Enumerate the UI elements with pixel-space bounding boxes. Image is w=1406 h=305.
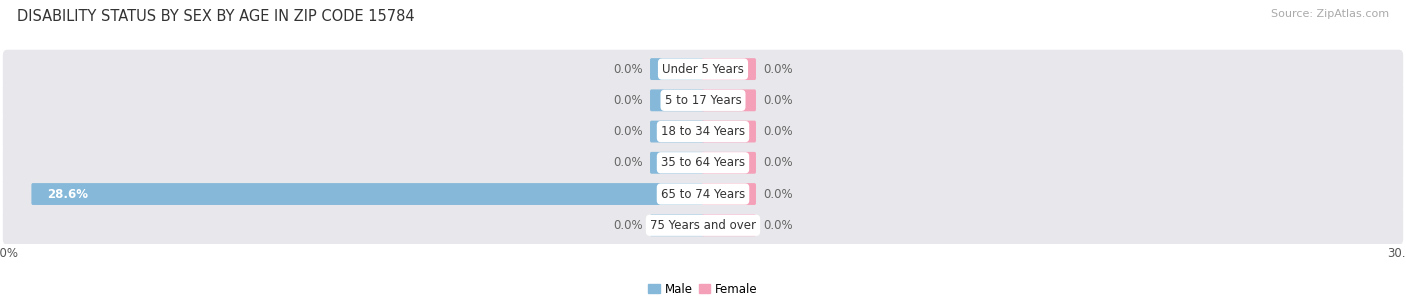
- Text: 0.0%: 0.0%: [762, 219, 793, 232]
- Text: 5 to 17 Years: 5 to 17 Years: [665, 94, 741, 107]
- Text: 65 to 74 Years: 65 to 74 Years: [661, 188, 745, 200]
- FancyBboxPatch shape: [3, 175, 1403, 214]
- FancyBboxPatch shape: [650, 152, 704, 174]
- Legend: Male, Female: Male, Female: [644, 278, 762, 300]
- Text: 0.0%: 0.0%: [762, 156, 793, 169]
- Text: 0.0%: 0.0%: [613, 219, 644, 232]
- FancyBboxPatch shape: [3, 206, 1403, 245]
- Text: Source: ZipAtlas.com: Source: ZipAtlas.com: [1271, 9, 1389, 19]
- FancyBboxPatch shape: [650, 89, 704, 111]
- FancyBboxPatch shape: [31, 183, 704, 205]
- Text: 35 to 64 Years: 35 to 64 Years: [661, 156, 745, 169]
- Text: 75 Years and over: 75 Years and over: [650, 219, 756, 232]
- Text: 28.6%: 28.6%: [46, 188, 87, 200]
- Text: 0.0%: 0.0%: [613, 125, 644, 138]
- FancyBboxPatch shape: [702, 58, 756, 80]
- FancyBboxPatch shape: [702, 152, 756, 174]
- Text: Under 5 Years: Under 5 Years: [662, 63, 744, 76]
- FancyBboxPatch shape: [702, 89, 756, 111]
- FancyBboxPatch shape: [650, 121, 704, 142]
- Text: 0.0%: 0.0%: [762, 125, 793, 138]
- FancyBboxPatch shape: [650, 214, 704, 236]
- FancyBboxPatch shape: [702, 183, 756, 205]
- FancyBboxPatch shape: [702, 121, 756, 142]
- Text: 0.0%: 0.0%: [613, 94, 644, 107]
- Text: 0.0%: 0.0%: [762, 188, 793, 200]
- FancyBboxPatch shape: [3, 81, 1403, 120]
- FancyBboxPatch shape: [650, 58, 704, 80]
- FancyBboxPatch shape: [3, 112, 1403, 151]
- Text: 0.0%: 0.0%: [762, 94, 793, 107]
- Text: 18 to 34 Years: 18 to 34 Years: [661, 125, 745, 138]
- FancyBboxPatch shape: [702, 214, 756, 236]
- Text: DISABILITY STATUS BY SEX BY AGE IN ZIP CODE 15784: DISABILITY STATUS BY SEX BY AGE IN ZIP C…: [17, 9, 415, 24]
- Text: 0.0%: 0.0%: [613, 156, 644, 169]
- Text: 0.0%: 0.0%: [613, 63, 644, 76]
- Text: 0.0%: 0.0%: [762, 63, 793, 76]
- FancyBboxPatch shape: [3, 50, 1403, 88]
- FancyBboxPatch shape: [3, 143, 1403, 182]
